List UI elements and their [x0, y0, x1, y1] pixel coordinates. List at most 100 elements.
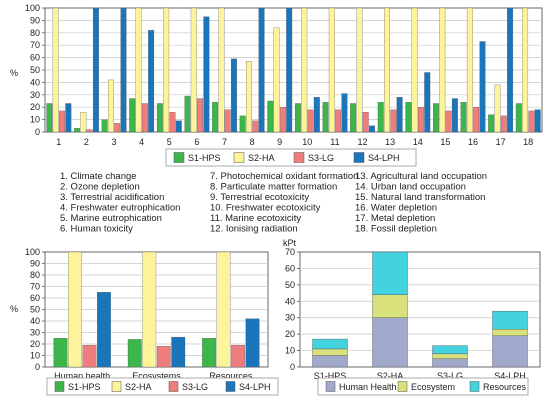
bar-s1-hps — [101, 119, 108, 133]
x-tick-label: Ecosystems — [132, 371, 181, 381]
x-tick-label: 17 — [496, 137, 506, 147]
y-tick-label: 70 — [30, 40, 40, 50]
legend-label: S1-HPS — [68, 382, 101, 392]
bar-s2-ha — [68, 251, 82, 368]
bar-s4-lph — [92, 7, 99, 133]
y-tick-label: 10 — [30, 351, 40, 361]
x-tick-label: 13 — [385, 137, 395, 147]
bar-s1-hps — [53, 338, 68, 368]
category-item: 17. Metal depletion — [355, 213, 435, 224]
y-tick-label: 20 — [30, 339, 40, 349]
legend-swatch — [233, 152, 245, 163]
legend-item: Resources — [469, 381, 527, 392]
bar-s4-lph — [424, 72, 431, 133]
bar-s4-lph — [313, 97, 320, 133]
legend-item: S2-HA — [233, 152, 275, 163]
legend-label: S3-LG — [182, 382, 208, 392]
bar-s1-hps — [460, 102, 467, 133]
category-item: 12. Ionising radiation — [210, 224, 298, 235]
x-tick-label: S4-LPH — [494, 371, 526, 381]
y-tick-label: 40 — [30, 316, 40, 326]
legend-label: S1-HPS — [188, 153, 221, 163]
y-tick-label: 50 — [30, 305, 40, 315]
legend-item: S4-LPH — [353, 152, 400, 163]
x-tick-label: 8 — [250, 137, 255, 147]
stack-ecosystem — [432, 353, 468, 359]
bar-s2-ha — [411, 7, 418, 133]
bar-s1-hps — [433, 103, 439, 133]
stack-human-health — [372, 317, 408, 368]
bar-s4-lph — [245, 318, 260, 368]
legend-label: S3-LG — [308, 153, 334, 163]
y-tick-label: 10 — [30, 115, 40, 125]
legend-label: Human Health — [339, 382, 397, 392]
bar-s2-ha — [439, 7, 446, 133]
bar-s3-lg — [86, 129, 93, 133]
bar-s4-lph — [479, 41, 486, 133]
bar-s3-lg — [500, 115, 507, 133]
y-tick-label: 20 — [30, 102, 40, 112]
y-tick-label: 30 — [285, 313, 295, 323]
bar-s3-lg — [335, 109, 342, 133]
stack-resources — [372, 251, 408, 295]
x-tick-label: S1-HPS — [314, 371, 347, 381]
bar-s3-lg — [445, 110, 452, 133]
y-tick-label: 30 — [30, 90, 40, 100]
bar-s1-hps — [74, 128, 80, 133]
bar-s1-hps — [515, 103, 522, 133]
bar-s4-lph — [97, 292, 111, 368]
y-tick-label: 20 — [285, 329, 295, 339]
x-tick-label: S3-LG — [437, 371, 463, 381]
bar-s4-lph — [258, 7, 265, 133]
category-item: 1. Climate change — [60, 171, 137, 182]
y-tick-label: 30 — [30, 328, 40, 338]
bar-s4-lph — [65, 103, 72, 133]
bar-s3-lg — [141, 103, 148, 133]
bar-s1-hps — [377, 102, 384, 133]
y-tick-label: 70 — [30, 282, 40, 292]
legend-label: S4-LPH — [368, 153, 400, 163]
bar-s4-lph — [534, 109, 541, 133]
legend-item: S4-LPH — [225, 381, 271, 392]
legend-swatch — [293, 152, 305, 163]
y-tick-label: 60 — [30, 293, 40, 303]
legend-swatch — [168, 381, 179, 392]
stack-resources — [312, 338, 348, 350]
bar-s1-hps — [129, 98, 136, 133]
y-tick-label: 50 — [285, 280, 295, 290]
legend-item: Ecosystem — [397, 381, 455, 392]
bar-s1-hps — [239, 115, 246, 133]
bar-s4-lph — [231, 58, 237, 133]
category-item: 11. Marine ecotoxicity — [210, 213, 301, 224]
bar-s3-lg — [390, 109, 397, 133]
bar-s2-ha — [246, 61, 252, 133]
legend-label: S2-HA — [125, 382, 152, 392]
legend-item: Human Health — [325, 381, 397, 392]
y-tick-label: 50 — [30, 65, 40, 75]
bar-s4-lph — [175, 120, 182, 133]
bar-s3-lg — [224, 109, 231, 133]
x-tick-label: 5 — [167, 137, 172, 147]
bar-s4-lph — [120, 7, 127, 133]
bar-s2-ha — [466, 7, 473, 133]
category-item: 2. Ozone depletion — [60, 182, 140, 193]
y-tick-label: 60 — [30, 53, 40, 63]
legend-label: S4-LPH — [239, 382, 271, 392]
bar-s1-hps — [202, 338, 216, 368]
legend-box — [46, 377, 279, 396]
category-item: 3. Terrestrial acidification — [60, 192, 164, 203]
bar-s1-hps — [405, 102, 412, 133]
category-item: 16. Water depletion — [355, 203, 437, 214]
bar-s2-ha — [384, 7, 390, 133]
legend-box — [165, 148, 417, 167]
bar-s3-lg — [252, 120, 259, 133]
bar-s4-lph — [171, 336, 186, 368]
bar-s4-lph — [507, 7, 514, 133]
bar-s4-lph — [369, 125, 375, 133]
category-item: 6. Human toxicity — [60, 224, 133, 235]
bar-s1-hps — [294, 103, 301, 133]
bar-s4-lph — [341, 93, 348, 133]
bar-s2-ha — [356, 7, 363, 133]
